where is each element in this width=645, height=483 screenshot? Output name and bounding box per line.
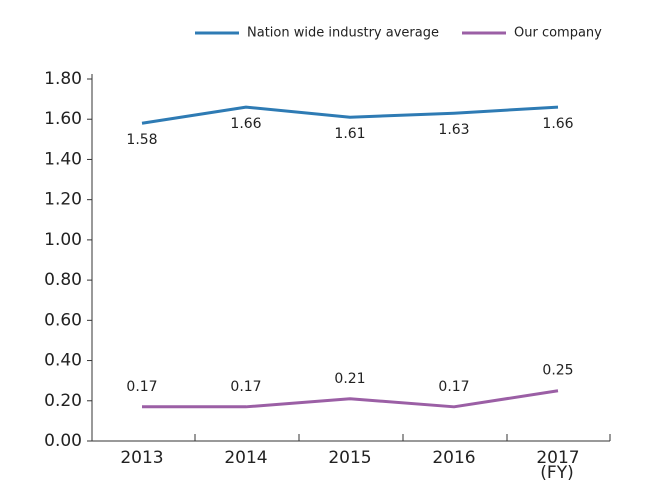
x-tick-label: 2016 [432,448,475,468]
data-label: 0.17 [126,379,157,395]
data-label: 0.21 [334,371,365,387]
x-tick-label: 2013 [120,448,163,468]
x-tick-label: 2014 [224,448,267,468]
data-label: 1.66 [230,116,261,132]
data-label: 1.58 [126,132,157,148]
data-label: 1.66 [542,116,573,132]
series-line [142,389,559,409]
y-tick-label: 0.60 [44,310,82,330]
data-label: 0.17 [438,379,469,395]
y-tick-label: 1.00 [44,230,82,250]
data-label: 0.25 [542,363,573,379]
data-label: 0.17 [230,379,261,395]
y-tick-label: 1.40 [44,149,82,169]
y-tick-label: 1.20 [44,190,82,210]
legend-label: Our company [514,26,602,41]
y-tick-label: 1.80 [44,69,82,89]
data-label: 1.61 [334,126,365,142]
x-tick-label: 2015 [328,448,371,468]
series-line [141,105,559,125]
y-tick-label: 0.80 [44,270,82,290]
y-tick-label: 0.20 [44,391,82,411]
x-tick-label: 2017 [536,448,579,468]
y-tick-label: 0.40 [44,351,82,371]
data-label: 1.63 [438,122,469,138]
y-tick-label: 1.60 [44,109,82,129]
x-unit-label: (FY) [540,463,573,483]
legend-label: Nation wide industry average [247,26,439,41]
y-tick-label: 0.00 [44,431,82,451]
